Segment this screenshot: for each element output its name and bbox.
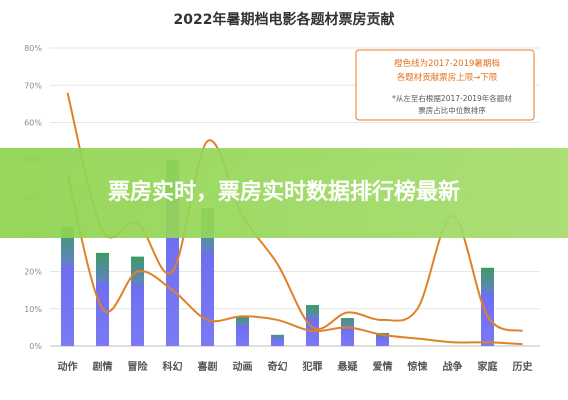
legend-note-2: 票房占比中位数排序: [418, 105, 486, 115]
bar: [201, 208, 214, 346]
lower-limit-line: [66, 174, 523, 346]
x-category-label: 家庭: [478, 360, 499, 373]
bar: [131, 256, 144, 346]
bar: [271, 334, 284, 346]
bar: [96, 252, 109, 346]
x-category-label: 冒险: [128, 360, 149, 373]
x-category-label: 科幻: [163, 360, 183, 373]
bar: [306, 305, 319, 346]
legend-box: 橙色线为2017-2019暑期档 各题材贡献票房上限→下限 *从左至右根据201…: [355, 49, 535, 121]
banner-text: 票房实时，票房实时数据排行榜最新: [108, 179, 460, 205]
x-category-label: 剧情: [93, 360, 113, 373]
x-category-label: 悬疑: [337, 360, 359, 373]
x-category-label: 历史: [513, 360, 534, 373]
bar: [481, 267, 494, 346]
x-category-label: 爱情: [373, 360, 393, 373]
x-category-label: 喜剧: [198, 360, 218, 373]
y-tick-label: 70%: [24, 81, 42, 90]
bar: [61, 226, 74, 346]
y-tick-label: 0%: [29, 342, 42, 351]
legend-line-2: 各题材贡献票房上限→下限: [397, 72, 498, 83]
x-category-label: 奇幻: [268, 360, 288, 373]
x-category-label: 战争: [443, 360, 463, 373]
y-tick-label: 80%: [24, 44, 42, 53]
y-tick-label: 10%: [24, 305, 42, 314]
x-category-label: 惊悚: [408, 360, 429, 373]
y-tick-label: 20%: [24, 268, 42, 277]
x-axis-categories: 动作 剧情 冒险 科幻 喜剧 动画 奇幻 犯罪 悬疑 爱情 惊悚 战争 家庭 历史: [58, 360, 534, 373]
x-category-label: 动画: [233, 360, 253, 373]
bar: [236, 316, 249, 346]
legend-note-1: *从左至右根据2017-2019年各题材: [392, 93, 512, 103]
banner-overlay: 票房实时，票房实时数据排行榜最新: [0, 148, 568, 238]
bar: [341, 318, 354, 346]
y-tick-label: 60%: [24, 119, 42, 128]
chart-title: 2022年暑期档电影各题材票房贡献: [174, 11, 395, 28]
legend-line-1: 橙色线为2017-2019暑期档: [394, 58, 500, 69]
x-category-label: 动作: [58, 360, 78, 373]
x-category-label: 犯罪: [302, 360, 323, 373]
